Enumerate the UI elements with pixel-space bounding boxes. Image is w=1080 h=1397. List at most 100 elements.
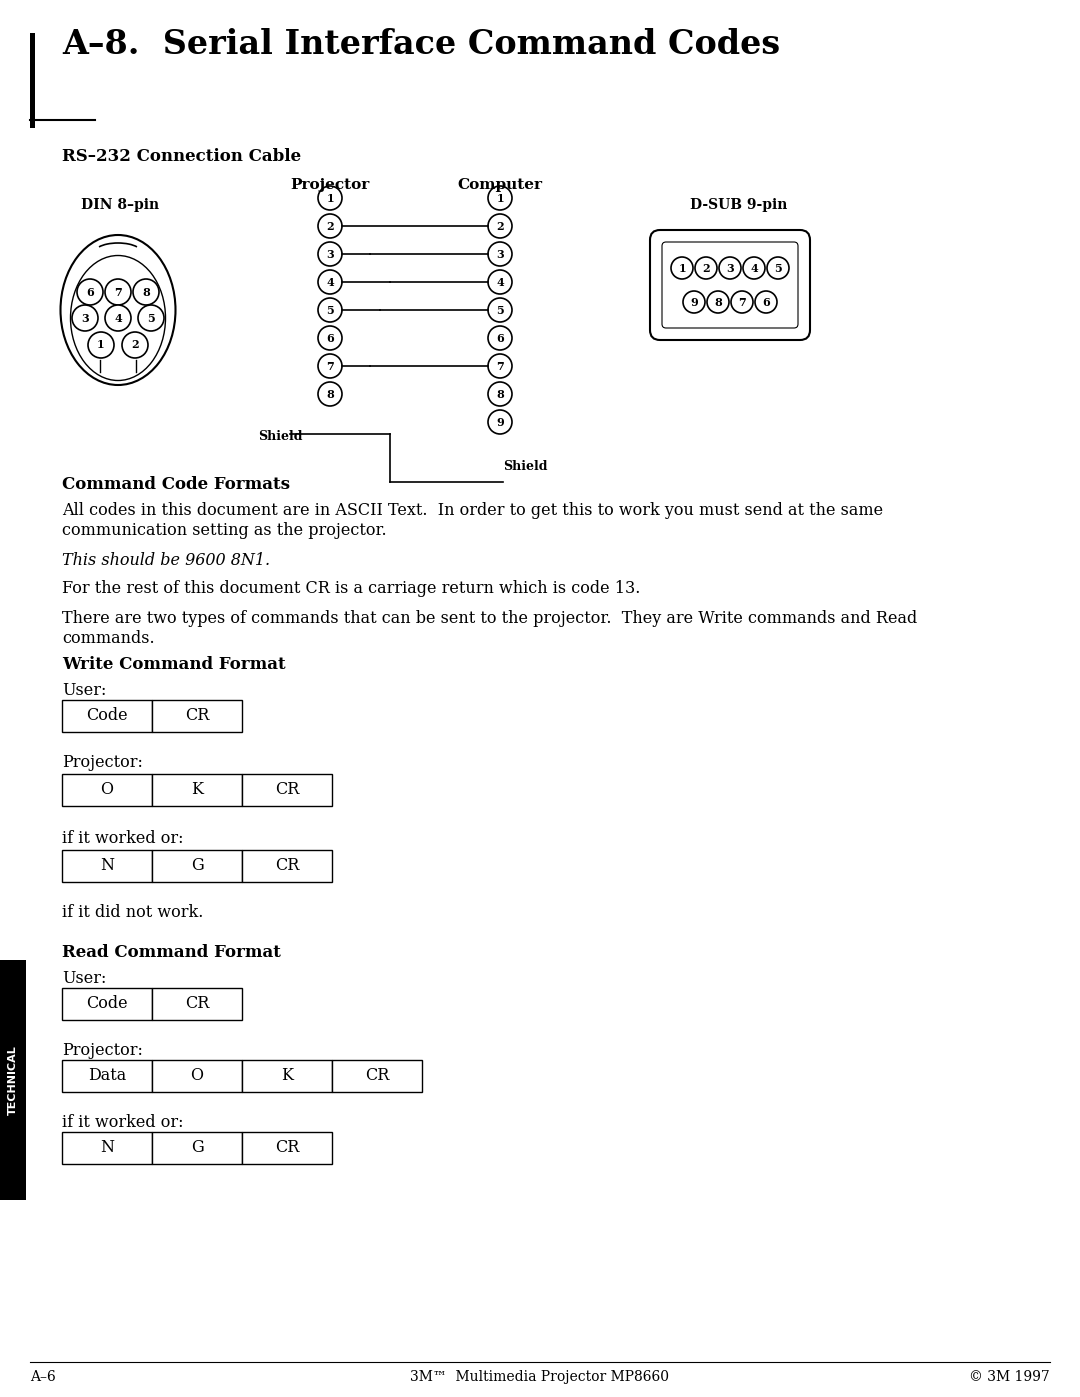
Circle shape (318, 242, 342, 265)
Text: 3: 3 (81, 313, 89, 324)
Text: For the rest of this document CR is a carriage return which is code 13.: For the rest of this document CR is a ca… (62, 580, 640, 597)
Circle shape (671, 257, 693, 279)
Bar (242, 774, 332, 806)
Text: Projector:: Projector: (62, 754, 143, 771)
Text: 5: 5 (326, 305, 334, 316)
Bar (332, 1060, 422, 1092)
Text: 4: 4 (326, 277, 334, 288)
Bar (152, 774, 242, 806)
Circle shape (77, 279, 103, 305)
Circle shape (719, 257, 741, 279)
Text: CR: CR (274, 858, 299, 875)
Text: Code: Code (86, 996, 127, 1013)
Bar (152, 1132, 242, 1164)
Text: CR: CR (365, 1067, 389, 1084)
Text: CR: CR (185, 996, 210, 1013)
Text: 8: 8 (326, 388, 334, 400)
Circle shape (488, 270, 512, 293)
Text: 9: 9 (496, 416, 504, 427)
Circle shape (318, 270, 342, 293)
Text: 6: 6 (86, 286, 94, 298)
Circle shape (707, 291, 729, 313)
Text: 8: 8 (143, 286, 150, 298)
Text: Data: Data (87, 1067, 126, 1084)
Circle shape (133, 279, 159, 305)
Text: 5: 5 (496, 305, 504, 316)
Text: Code: Code (86, 707, 127, 725)
Text: There are two types of commands that can be sent to the projector.  They are Wri: There are two types of commands that can… (62, 610, 917, 627)
Circle shape (755, 291, 777, 313)
Text: 5: 5 (774, 263, 782, 274)
Circle shape (105, 305, 131, 331)
Text: 4: 4 (114, 313, 122, 324)
Text: 2: 2 (702, 263, 710, 274)
Text: 1: 1 (496, 193, 503, 204)
Circle shape (488, 326, 512, 351)
Text: D-SUB 9-pin: D-SUB 9-pin (690, 198, 787, 212)
Text: 1: 1 (678, 263, 686, 274)
Text: G: G (191, 1140, 203, 1157)
Text: DIN 8–pin: DIN 8–pin (81, 198, 159, 212)
Circle shape (488, 214, 512, 237)
Text: Shield: Shield (258, 430, 302, 443)
Circle shape (488, 242, 512, 265)
Circle shape (743, 257, 765, 279)
Text: communication setting as the projector.: communication setting as the projector. (62, 522, 387, 539)
Circle shape (318, 186, 342, 210)
Text: 6: 6 (762, 296, 770, 307)
Text: 1: 1 (326, 193, 334, 204)
Circle shape (488, 381, 512, 407)
Text: 4: 4 (496, 277, 504, 288)
Text: 3: 3 (726, 263, 734, 274)
Text: 8: 8 (496, 388, 504, 400)
Circle shape (87, 332, 114, 358)
Circle shape (318, 214, 342, 237)
Circle shape (122, 332, 148, 358)
Text: 3M™  Multimedia Projector MP8660: 3M™ Multimedia Projector MP8660 (410, 1370, 670, 1384)
Text: © 3M 1997: © 3M 1997 (969, 1370, 1050, 1384)
Circle shape (318, 353, 342, 379)
Bar (62, 774, 152, 806)
Text: User:: User: (62, 970, 106, 988)
Text: 5: 5 (147, 313, 154, 324)
Circle shape (318, 326, 342, 351)
Bar (152, 849, 242, 882)
Text: Read Command Format: Read Command Format (62, 944, 281, 961)
Text: G: G (191, 858, 203, 875)
Text: CR: CR (274, 1140, 299, 1157)
Bar (152, 988, 242, 1020)
Text: 6: 6 (326, 332, 334, 344)
Text: 3: 3 (326, 249, 334, 260)
Text: TECHNICAL: TECHNICAL (8, 1045, 18, 1115)
Text: 2: 2 (131, 339, 139, 351)
Circle shape (683, 291, 705, 313)
Bar (62, 700, 152, 732)
Circle shape (731, 291, 753, 313)
Text: CR: CR (274, 781, 299, 799)
Text: Write Command Format: Write Command Format (62, 657, 285, 673)
Text: 7: 7 (496, 360, 504, 372)
Bar (152, 700, 242, 732)
Text: Shield: Shield (503, 460, 548, 474)
Circle shape (318, 298, 342, 321)
Text: if it worked or:: if it worked or: (62, 830, 184, 847)
Circle shape (72, 305, 98, 331)
Text: RS–232 Connection Cable: RS–232 Connection Cable (62, 148, 301, 165)
Text: CR: CR (185, 707, 210, 725)
Text: 7: 7 (326, 360, 334, 372)
Text: N: N (100, 858, 114, 875)
Text: Command Code Formats: Command Code Formats (62, 476, 291, 493)
Circle shape (488, 298, 512, 321)
Text: O: O (190, 1067, 203, 1084)
Text: All codes in this document are in ASCII Text.  In order to get this to work you : All codes in this document are in ASCII … (62, 502, 883, 520)
Text: O: O (100, 781, 113, 799)
Bar (62, 849, 152, 882)
Bar (62, 1132, 152, 1164)
Text: K: K (281, 1067, 293, 1084)
Text: 2: 2 (496, 221, 503, 232)
Bar (0, 960, 26, 1200)
Text: K: K (191, 781, 203, 799)
Text: 2: 2 (326, 221, 334, 232)
Text: User:: User: (62, 682, 106, 698)
Text: 3: 3 (496, 249, 504, 260)
